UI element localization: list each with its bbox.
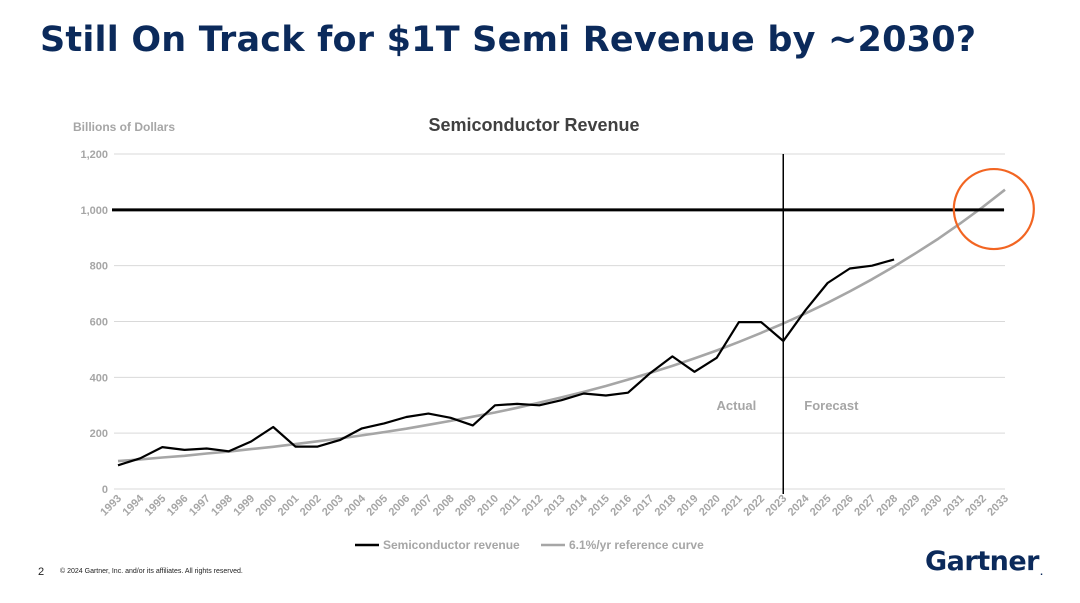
y-tick-label: 1,200	[80, 149, 108, 161]
x-tick-label: 2006	[387, 493, 413, 519]
x-tick-label: 2026	[830, 493, 856, 519]
x-tick-label: 2024	[786, 492, 812, 518]
semiconductor-revenue-line	[117, 258, 895, 467]
x-tick-label: 2021	[719, 493, 745, 519]
x-tick-label: 2010	[475, 493, 501, 519]
x-tick-label: 2005	[364, 493, 390, 519]
x-tick-label: 2014	[564, 492, 590, 518]
x-tick-label: 2023	[764, 493, 790, 519]
y-tick-label: 800	[90, 261, 108, 273]
x-tick-label: 2032	[963, 493, 989, 519]
x-tick-label: 2016	[608, 493, 634, 519]
x-tick-label: 1993	[98, 493, 124, 519]
x-tick-label: 2002	[298, 493, 324, 519]
x-tick-label: 2029	[897, 493, 923, 519]
x-tick-label: 2018	[653, 493, 679, 519]
actual-label: Actual	[717, 398, 757, 413]
chart-title: Semiconductor Revenue	[428, 115, 639, 135]
x-tick-label: 2020	[697, 493, 723, 519]
x-tick-label: 2013	[542, 493, 568, 519]
x-tick-label: 2028	[874, 493, 900, 519]
copyright-text: © 2024 Gartner, Inc. and/or its affiliat…	[60, 568, 243, 575]
x-tick-label: 2015	[586, 493, 612, 519]
y-axis-label: Billions of Dollars	[73, 120, 175, 134]
slide-title: Still On Track for $1T Semi Revenue by ~…	[40, 20, 977, 60]
x-tick-label: 1995	[143, 493, 169, 519]
x-tick-label: 1998	[209, 493, 235, 519]
x-tick-label: 2030	[919, 493, 945, 519]
x-tick-label: 2017	[631, 493, 657, 519]
x-tick-label: 2004	[342, 492, 368, 518]
x-tick-label: 2012	[520, 493, 546, 519]
legend-label-revenue: Semiconductor revenue	[383, 538, 520, 552]
x-tick-label: 2009	[453, 493, 479, 519]
x-tick-label: 2003	[320, 493, 346, 519]
reference-curve-line	[117, 188, 1006, 463]
gartner-logo: Gartner.	[925, 546, 1043, 577]
x-tick-label: 2019	[675, 493, 701, 519]
highlight-circle	[952, 167, 1035, 251]
y-tick-label: 0	[102, 484, 108, 496]
x-tick-label: 2027	[852, 493, 878, 519]
logo-text: Gartner	[925, 546, 1039, 577]
x-tick-label: 2011	[498, 493, 523, 518]
x-tick-label: 2031	[941, 493, 967, 519]
x-tick-label: 1999	[231, 493, 257, 519]
y-tick-label: 600	[90, 317, 108, 329]
x-tick-label: 2008	[431, 493, 457, 519]
logo-mark: .	[1039, 568, 1043, 577]
x-tick-label: 2033	[985, 493, 1011, 519]
y-tick-label: 400	[90, 372, 108, 384]
y-tick-label: 200	[90, 428, 108, 440]
legend-label-reference: 6.1%/yr reference curve	[569, 538, 704, 552]
x-tick-label: 1996	[165, 493, 191, 519]
y-tick-label: 1,000	[80, 205, 108, 217]
x-tick-label: 2000	[254, 493, 280, 519]
x-tick-label: 2022	[741, 493, 767, 519]
x-tick-label: 2001	[276, 493, 302, 519]
x-tick-label: 2025	[808, 493, 834, 519]
x-tick-label: 1997	[187, 493, 213, 519]
x-tick-label: 2007	[409, 493, 435, 519]
x-tick-label: 1994	[120, 492, 146, 518]
page-number: 2	[38, 566, 45, 578]
forecast-label: Forecast	[804, 398, 859, 413]
